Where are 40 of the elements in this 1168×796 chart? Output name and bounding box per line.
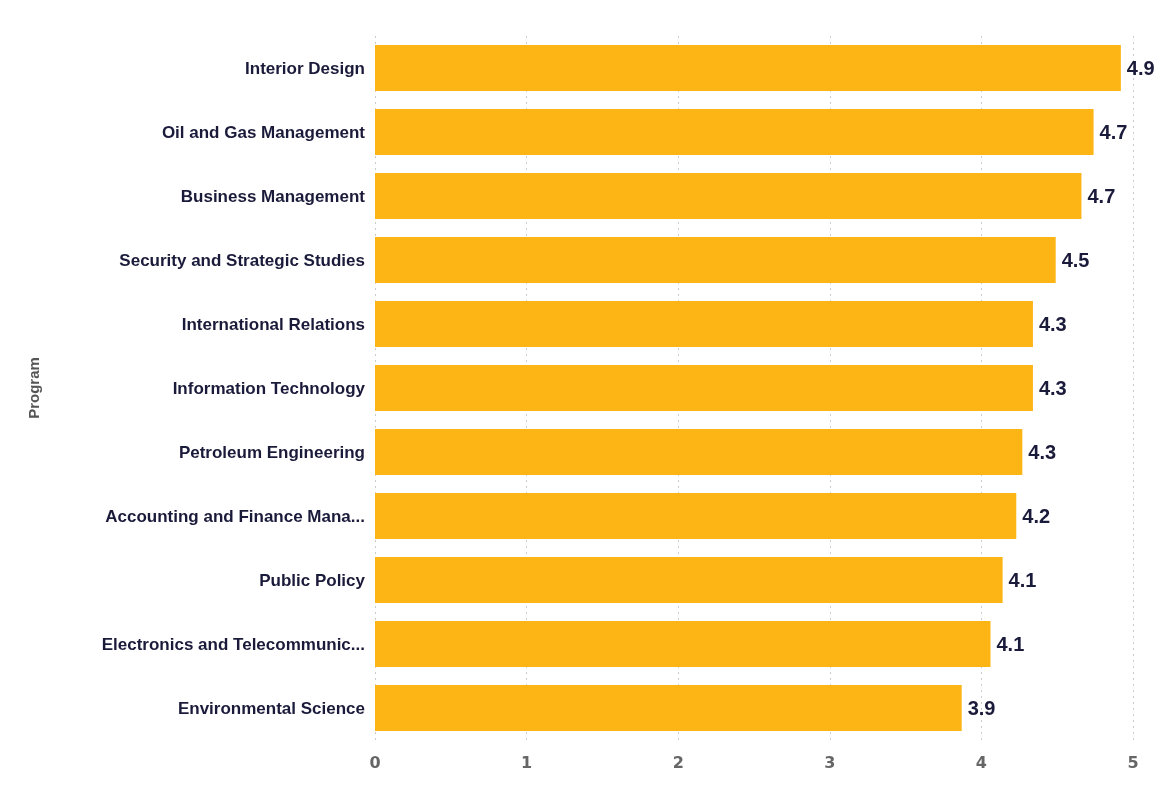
bar	[375, 556, 1003, 604]
data-label: 4.5	[1061, 249, 1090, 271]
x-tick-label: 4	[975, 752, 987, 772]
y-tick-label: Accounting and Finance Mana...	[105, 506, 365, 526]
y-tick-label: Environmental Science	[177, 698, 365, 718]
y-tick-label: International Relations	[181, 314, 365, 334]
bar	[375, 364, 1033, 412]
data-label: 3.9	[967, 697, 996, 719]
x-tick-label: 0	[369, 752, 381, 772]
data-label: 4.3	[1038, 377, 1067, 399]
y-tick-label: Public Policy	[259, 570, 366, 590]
y-axis-title: Program	[25, 357, 42, 419]
y-tick-label: Business Management	[180, 186, 366, 206]
bar	[375, 620, 991, 668]
y-tick-label: Electronics and Telecommunic...	[101, 634, 365, 654]
x-tick-label: 1	[521, 752, 533, 772]
bar	[375, 492, 1017, 540]
x-tick-label: 5	[1127, 752, 1139, 772]
data-label: 4.2	[1022, 505, 1051, 527]
data-label: 4.7	[1087, 185, 1116, 207]
data-label: 4.3	[1028, 441, 1057, 463]
bar	[375, 684, 962, 732]
data-label: 4.9	[1126, 57, 1155, 79]
data-label: 4.1	[996, 633, 1025, 655]
x-tick-label: 3	[824, 752, 836, 772]
y-tick-label: Oil and Gas Management	[161, 122, 366, 142]
data-label: 4.3	[1038, 313, 1067, 335]
data-label: 4.1	[1008, 569, 1037, 591]
bar	[375, 44, 1121, 92]
x-tick-label: 2	[672, 752, 684, 772]
y-tick-label: Information Technology	[172, 378, 366, 398]
y-tick-label: Interior Design	[245, 58, 365, 78]
y-tick-label: Petroleum Engineering	[178, 442, 365, 462]
bar	[375, 428, 1023, 476]
y-tick-label: Security and Strategic Studies	[119, 250, 365, 270]
bar	[375, 300, 1033, 348]
bar	[375, 172, 1082, 220]
bar	[375, 236, 1056, 284]
data-label: 4.7	[1099, 121, 1128, 143]
bar	[375, 108, 1094, 156]
